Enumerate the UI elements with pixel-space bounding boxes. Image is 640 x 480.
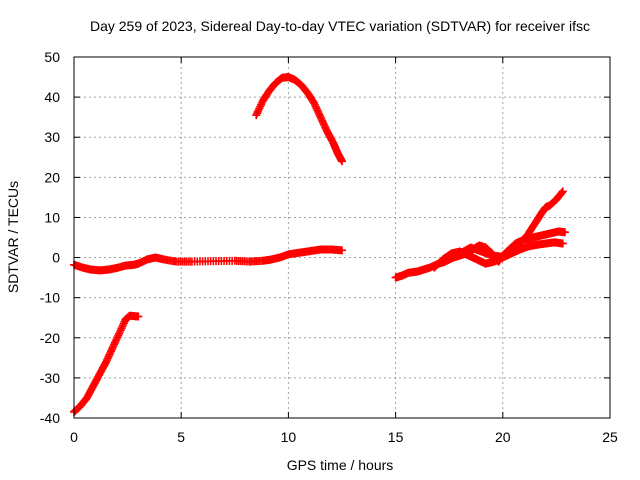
data-point-interp: [313, 106, 322, 115]
data-point: [134, 312, 143, 321]
data-point-interp: [320, 121, 329, 130]
x-tick-label: 25: [602, 429, 618, 445]
data-point-interp: [314, 107, 323, 116]
data-point-interp: [116, 326, 125, 335]
y-axis-label: SDTVAR / TECUs: [5, 181, 21, 293]
data-point: [558, 239, 567, 248]
series-segment-1: [70, 311, 143, 416]
data-point-interp: [119, 319, 128, 328]
data-point-interp: [256, 102, 265, 111]
data-point-interp: [113, 333, 122, 342]
y-tick-label: -40: [40, 410, 60, 426]
data-point-interp: [118, 322, 127, 331]
data-point: [338, 246, 346, 255]
data-point-interp: [117, 324, 126, 333]
y-tick-label: -10: [40, 290, 60, 306]
data-point-interp: [558, 188, 567, 197]
data-point-interp: [312, 104, 321, 113]
x-tick-label: 0: [70, 429, 78, 445]
data-point-interp: [314, 109, 323, 118]
data-point-interp: [254, 105, 263, 114]
data-point-interp: [105, 350, 114, 359]
data-point-interp: [253, 109, 262, 118]
data-point-interp: [109, 342, 118, 351]
data-point-interp: [119, 320, 128, 329]
data-point-interp: [321, 123, 330, 132]
data-point-interp: [111, 336, 120, 345]
data-point-interp: [253, 107, 262, 116]
data-point-interp: [110, 340, 119, 349]
data-point-interp: [310, 100, 319, 109]
x-tick-label: 15: [388, 429, 404, 445]
series-segment-5: [430, 238, 567, 272]
data-point-interp: [257, 100, 266, 109]
data-point-interp: [315, 111, 324, 120]
data-point: [558, 187, 567, 196]
data-point-interp: [106, 349, 115, 358]
y-tick-label: 0: [52, 250, 60, 266]
data-point: [316, 113, 325, 122]
data-point-interp: [103, 354, 112, 363]
y-tick-label: -20: [40, 330, 60, 346]
data-point-interp: [319, 120, 328, 129]
data-point-interp: [311, 102, 320, 111]
y-tick-label: -30: [40, 370, 60, 386]
data-point-interp: [111, 338, 120, 347]
data-point: [115, 329, 124, 338]
data-point-interp: [318, 116, 327, 125]
series-segment-2: [70, 245, 346, 275]
grid-lines: [74, 57, 610, 418]
x-tick-label: 10: [281, 429, 297, 445]
plot-frame: [73, 56, 611, 419]
x-axis-label: GPS time / hours: [287, 457, 394, 473]
y-axis-ticks: -40 -30 -20 -10 0 10 20 30 40 50: [40, 49, 610, 426]
data-point: [560, 228, 569, 237]
y-tick-label: 40: [44, 89, 60, 105]
data-point-interp: [317, 114, 326, 123]
y-tick-label: 10: [44, 209, 60, 225]
data-point-interp: [107, 345, 116, 354]
y-tick-label: 50: [44, 49, 60, 65]
series-segment-6: [455, 187, 567, 261]
data-point-interp: [114, 331, 123, 340]
data-point: [252, 111, 261, 120]
data-point: [102, 357, 111, 366]
data-point-interp: [318, 118, 327, 127]
data-points: [70, 73, 569, 416]
data-point: [338, 157, 346, 166]
y-tick-label: 20: [44, 169, 60, 185]
data-point-interp: [106, 347, 115, 356]
series-segment-3: [252, 73, 346, 166]
data-point-interp: [104, 352, 113, 361]
chart-title: Day 259 of 2023, Sidereal Day-to-day VTE…: [90, 18, 590, 34]
data-point-interp: [112, 335, 121, 344]
data-point: [108, 343, 117, 352]
y-tick-label: 30: [44, 129, 60, 145]
x-tick-label: 20: [495, 429, 511, 445]
data-point-interp: [102, 356, 111, 365]
data-point: [310, 99, 319, 108]
data-point-interp: [255, 104, 264, 113]
x-tick-label: 5: [177, 429, 185, 445]
x-axis-ticks: 0 5 10 15 20 25: [70, 57, 618, 445]
data-point-interp: [115, 328, 124, 337]
